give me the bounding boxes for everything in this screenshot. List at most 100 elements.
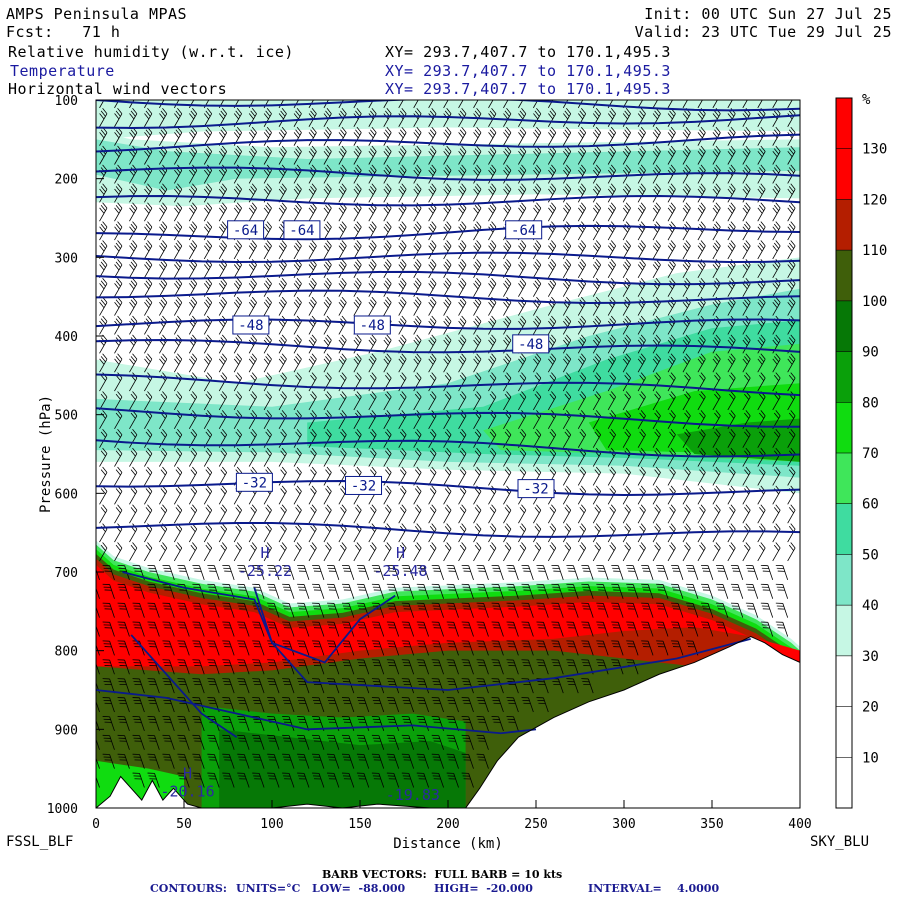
wind-barb	[371, 564, 385, 580]
wind-barb	[533, 240, 542, 260]
wind-barb	[144, 334, 153, 354]
wind-barb	[218, 542, 228, 562]
wind-barb	[547, 504, 557, 524]
wind-barb	[371, 716, 385, 732]
wind-barb	[742, 504, 751, 524]
wind-barb	[577, 183, 587, 203]
wind-barb	[312, 564, 325, 580]
wind-barb	[458, 259, 467, 278]
wind-barb	[592, 183, 602, 203]
wind-barb	[147, 621, 160, 637]
wind-barb	[173, 353, 183, 373]
wind-barb	[443, 221, 452, 241]
wind-barb	[473, 428, 482, 448]
wind-barb	[592, 126, 602, 146]
wind-barb	[488, 353, 497, 373]
wind-barb	[667, 145, 676, 165]
wind-barb	[488, 447, 497, 467]
wind-barb	[562, 202, 572, 222]
wind-barb	[656, 640, 669, 656]
wind-barb	[129, 542, 138, 562]
wind-barb	[177, 716, 190, 732]
wind-barb	[518, 164, 527, 184]
wind-barb	[742, 428, 751, 448]
wind-barb	[611, 583, 624, 599]
wind-barb	[416, 772, 430, 788]
wind-barb	[383, 259, 392, 278]
wind-barb	[188, 485, 198, 505]
wind-barb	[237, 640, 250, 656]
wind-barb	[102, 753, 115, 769]
wind-barb	[431, 753, 444, 769]
wind-barb	[547, 126, 557, 146]
wind-barb	[327, 697, 340, 713]
wind-barb	[162, 564, 175, 580]
wind-barb	[173, 259, 183, 278]
wind-barb	[237, 772, 250, 788]
wind-barb	[162, 659, 175, 675]
wind-barb	[730, 602, 744, 618]
wind-barb	[622, 126, 631, 146]
wind-barb	[547, 259, 557, 278]
wind-barb	[218, 447, 228, 467]
wind-barb	[96, 624, 100, 637]
wind-barb	[323, 100, 329, 109]
wind-barb	[267, 697, 280, 713]
wind-barb	[312, 678, 325, 694]
wind-barb	[682, 240, 691, 260]
wind-barb	[252, 659, 265, 675]
wind-barb	[114, 410, 123, 430]
wind-barb	[652, 202, 661, 222]
wind-barb	[622, 353, 631, 373]
valid-time: Valid: 23 UTC Tue 29 Jul 25	[634, 23, 892, 41]
wind-barb	[252, 697, 265, 713]
wind-barb	[667, 372, 676, 392]
colorbar-swatch	[836, 655, 852, 707]
wind-barb	[203, 485, 213, 505]
wind-barb	[413, 183, 422, 203]
wind-barb	[536, 678, 549, 694]
wind-barb	[607, 108, 616, 127]
wind-barb	[667, 428, 676, 448]
wind-barb	[144, 277, 153, 297]
wind-barb	[775, 564, 789, 580]
wind-barb	[338, 240, 347, 260]
wind-barb	[308, 372, 317, 392]
wind-barb	[203, 542, 213, 562]
wind-barb	[341, 772, 355, 788]
wind-barb	[547, 542, 557, 562]
wind-barb	[386, 640, 400, 656]
wind-barb	[712, 504, 721, 524]
wind-barb	[787, 296, 796, 316]
wind-barb	[356, 564, 370, 580]
wind-barb	[207, 772, 220, 788]
wind-barb	[491, 716, 504, 732]
field-wind-xy: XY= 293.7,407.7 to 170.1,495.3	[385, 80, 671, 98]
wind-barb	[641, 621, 654, 637]
forecast-hour: Fcst: 71 h	[6, 23, 121, 41]
wind-barb	[742, 466, 751, 486]
wind-barb	[341, 734, 355, 750]
x-tick-label: 400	[788, 817, 811, 832]
wind-barb	[488, 100, 494, 109]
wind-barb	[173, 126, 183, 146]
terrain-mask	[96, 636, 800, 808]
wind-barb	[461, 659, 474, 675]
wind-barb	[488, 428, 497, 448]
wind-barb	[129, 202, 138, 222]
wind-barb	[252, 772, 265, 788]
wind-barb	[473, 391, 482, 411]
wind-barb	[626, 602, 639, 618]
wind-barb	[341, 583, 355, 599]
wind-barb	[701, 564, 714, 580]
wind-barb	[772, 428, 781, 448]
wind-barb	[383, 353, 392, 373]
wind-barb	[293, 100, 299, 109]
wind-barb	[159, 428, 168, 448]
wind-barb	[327, 564, 340, 580]
wind-barb	[446, 734, 459, 750]
wind-barb	[742, 523, 751, 543]
wind-barb	[233, 447, 242, 467]
wind-barb	[398, 221, 407, 241]
wind-barb	[233, 542, 242, 562]
